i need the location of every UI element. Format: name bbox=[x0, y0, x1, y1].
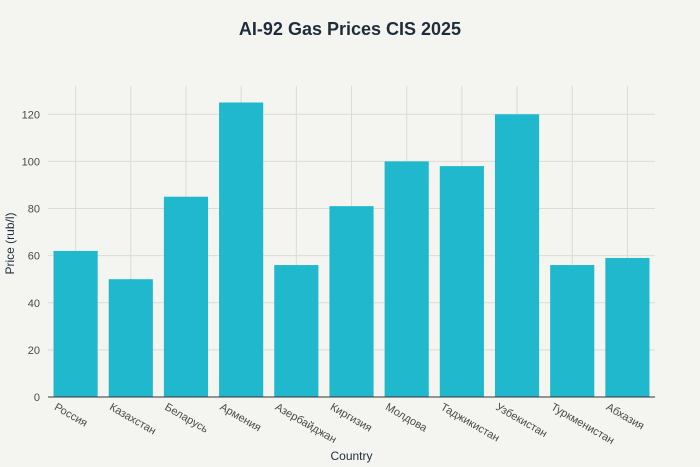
y-tick-label: 40 bbox=[28, 298, 40, 310]
x-category-label: Азербайджан bbox=[273, 401, 339, 446]
bar-9[interactable] bbox=[550, 265, 595, 397]
x-category-label: Узбекистан bbox=[494, 401, 549, 440]
x-category-label: Молдова bbox=[383, 401, 430, 435]
bars-layer bbox=[53, 102, 650, 397]
y-tick-label: 20 bbox=[28, 345, 40, 357]
bar-8[interactable] bbox=[494, 114, 540, 397]
x-category-label: Беларусь bbox=[162, 401, 210, 436]
bar-1[interactable] bbox=[108, 279, 153, 397]
y-tick-label: 100 bbox=[22, 156, 40, 168]
bar-2[interactable] bbox=[163, 196, 209, 397]
y-tick-labels: 0 20 40 60 80 100 120 bbox=[22, 109, 40, 404]
bar-6[interactable] bbox=[384, 161, 429, 397]
x-category-label: Армения bbox=[218, 401, 263, 434]
bar-7[interactable] bbox=[439, 166, 484, 397]
chart-title: AI-92 Gas Prices CIS 2025 bbox=[239, 19, 461, 39]
bar-0[interactable] bbox=[53, 250, 98, 397]
bar-3[interactable] bbox=[219, 102, 264, 397]
x-category-label: Таджикистан bbox=[438, 401, 501, 444]
x-category-label: Россия bbox=[52, 401, 89, 429]
bar-10[interactable] bbox=[605, 257, 650, 397]
y-axis-title: Price (rub/l) bbox=[3, 212, 17, 274]
y-tick-label: 0 bbox=[34, 392, 40, 404]
bar-4[interactable] bbox=[274, 265, 319, 397]
x-category-label: Абхазия bbox=[604, 401, 646, 432]
y-tick-label: 60 bbox=[28, 251, 40, 263]
y-tick-label: 120 bbox=[22, 109, 40, 121]
x-axis-title: Country bbox=[330, 449, 372, 463]
x-category-labels: Россия Казахстан Беларусь Армения Азербайджа… bbox=[52, 401, 646, 447]
x-category-label: Казахстан bbox=[107, 401, 158, 437]
y-tick-label: 80 bbox=[28, 204, 40, 216]
bar-5[interactable] bbox=[329, 206, 374, 397]
x-category-label: Киргизия bbox=[328, 401, 374, 434]
